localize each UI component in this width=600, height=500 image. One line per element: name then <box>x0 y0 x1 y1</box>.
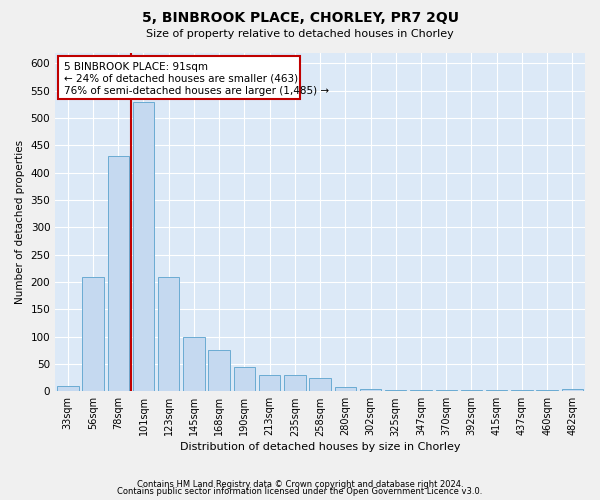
Y-axis label: Number of detached properties: Number of detached properties <box>15 140 25 304</box>
Bar <box>436 390 457 392</box>
Bar <box>158 276 179 392</box>
Bar <box>461 390 482 392</box>
Bar <box>133 102 154 392</box>
Text: ← 24% of detached houses are smaller (463): ← 24% of detached houses are smaller (46… <box>64 74 298 84</box>
Bar <box>183 336 205 392</box>
Bar <box>511 390 533 392</box>
Bar <box>360 388 381 392</box>
X-axis label: Distribution of detached houses by size in Chorley: Distribution of detached houses by size … <box>180 442 460 452</box>
Bar <box>562 388 583 392</box>
Bar <box>82 276 104 392</box>
Text: 76% of semi-detached houses are larger (1,485) →: 76% of semi-detached houses are larger (… <box>64 86 329 96</box>
Bar <box>284 375 305 392</box>
Text: Contains HM Land Registry data © Crown copyright and database right 2024.: Contains HM Land Registry data © Crown c… <box>137 480 463 489</box>
Text: Contains public sector information licensed under the Open Government Licence v3: Contains public sector information licen… <box>118 487 482 496</box>
Bar <box>335 387 356 392</box>
Bar <box>486 390 508 392</box>
Text: Size of property relative to detached houses in Chorley: Size of property relative to detached ho… <box>146 29 454 39</box>
Bar <box>259 375 280 392</box>
Bar <box>385 390 406 392</box>
Bar <box>208 350 230 392</box>
Text: 5, BINBROOK PLACE, CHORLEY, PR7 2QU: 5, BINBROOK PLACE, CHORLEY, PR7 2QU <box>142 11 458 25</box>
Bar <box>410 390 432 392</box>
Bar <box>233 366 255 392</box>
Bar <box>57 386 79 392</box>
Bar <box>310 378 331 392</box>
FancyBboxPatch shape <box>58 56 300 99</box>
Bar <box>536 390 558 392</box>
Bar <box>107 156 129 392</box>
Text: 5 BINBROOK PLACE: 91sqm: 5 BINBROOK PLACE: 91sqm <box>64 62 208 72</box>
